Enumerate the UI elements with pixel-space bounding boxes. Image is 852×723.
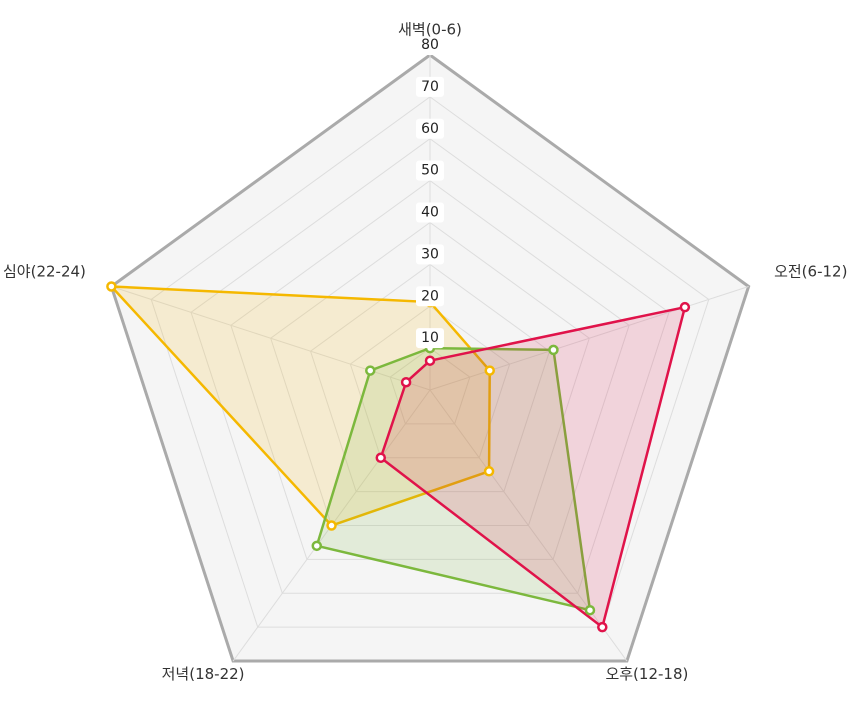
tick-label-bg (416, 118, 444, 139)
grid-ring (389, 347, 471, 425)
data-point (483, 466, 495, 477)
data-point (597, 621, 608, 633)
y-tick-label: 70 (421, 79, 439, 95)
grid-ring (230, 180, 630, 560)
data-point (375, 452, 387, 464)
data-point (106, 281, 117, 292)
tick-label-bg (416, 76, 444, 97)
tick-label-bg (416, 35, 444, 55)
spoke (111, 286, 431, 391)
series-area (110, 285, 491, 527)
y-tick-label: 60 (421, 121, 439, 137)
grid-ring (270, 221, 590, 527)
data-point (424, 355, 436, 366)
category-label: 새벽(0-6) (398, 21, 462, 39)
y-tick-label: 40 (421, 205, 439, 221)
series-area (315, 346, 592, 612)
data-point (365, 365, 376, 376)
category-label: 오전(6-12) (774, 263, 847, 281)
data-point (548, 344, 559, 356)
data-point (584, 604, 596, 616)
series-area (379, 305, 687, 629)
grid-ring (349, 305, 511, 459)
y-tick-label: 80 (421, 37, 439, 53)
spoke (429, 286, 749, 391)
data-point (679, 301, 691, 313)
data-point (311, 540, 323, 552)
tick-label-bg (416, 328, 444, 349)
data-point (400, 376, 412, 388)
y-tick-label: 30 (421, 246, 439, 262)
tick-label-bg (416, 286, 444, 307)
data-point (326, 520, 337, 531)
y-tick-label: 10 (421, 330, 439, 346)
grid-ring (150, 96, 710, 628)
y-tick-label: 20 (421, 288, 439, 304)
spoke (429, 389, 628, 662)
category-label: 심야(22-24) (3, 263, 86, 281)
category-label: 오후(12-18) (605, 665, 688, 683)
category-label: 저녁(18-22) (162, 665, 245, 683)
tick-label-bg (416, 160, 444, 181)
tick-label-bg (416, 202, 444, 223)
grid-ring (190, 138, 670, 594)
y-tick-label: 50 (421, 163, 439, 179)
data-point (484, 365, 495, 376)
grid-ring (109, 53, 751, 663)
tick-label-bg (416, 244, 444, 265)
